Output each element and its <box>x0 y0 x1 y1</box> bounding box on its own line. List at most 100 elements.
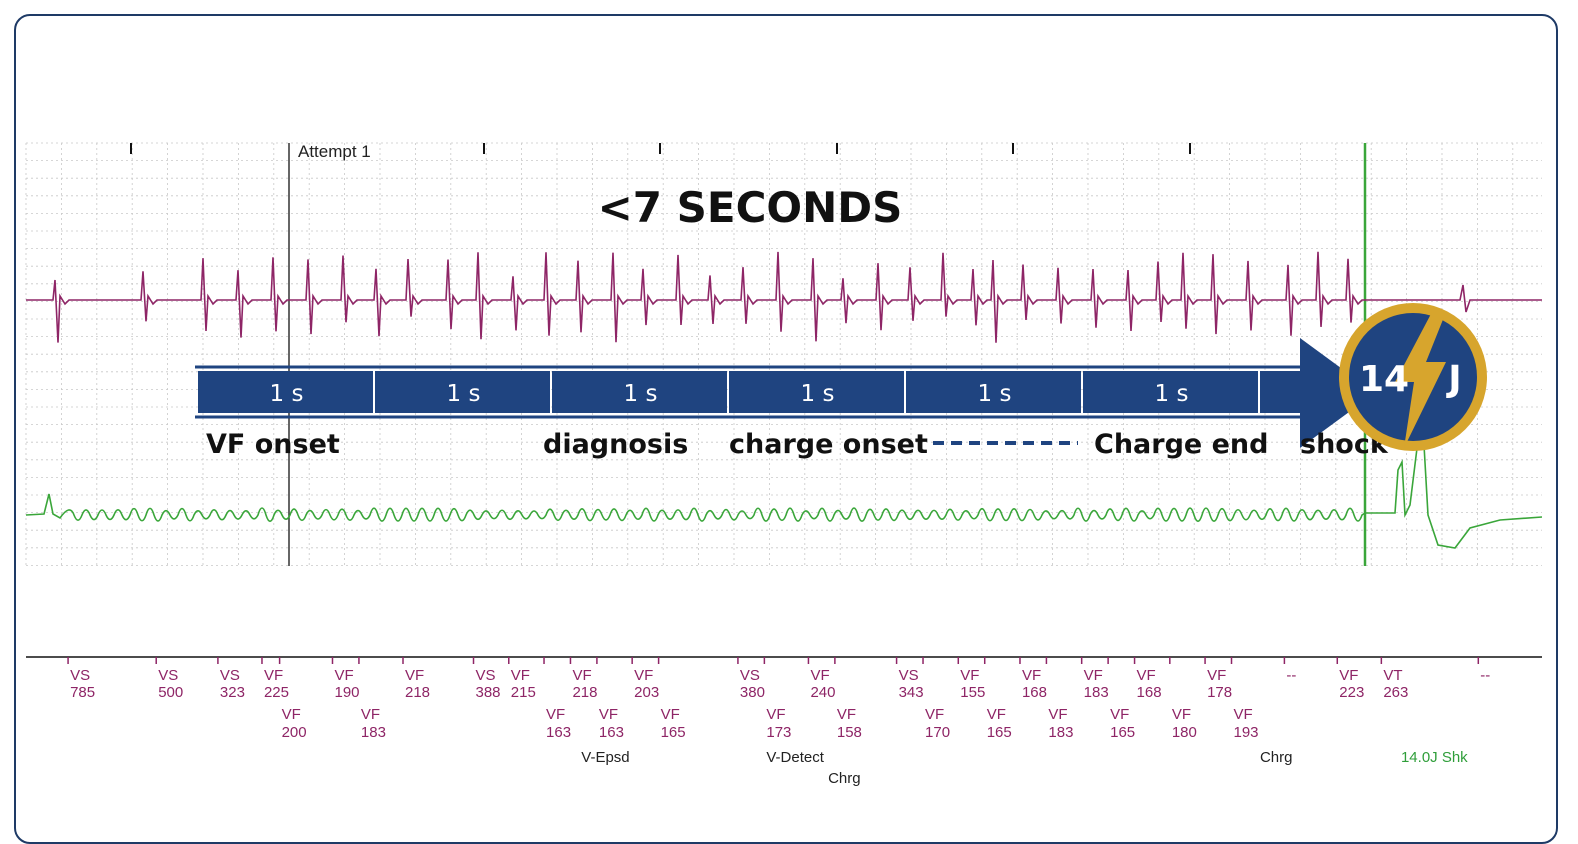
egm-chart: Attempt 1 <7 SECONDS 1 s 1 s 1 s 1 s 1 s 1 s 1… <box>25 142 1543 787</box>
marker-annotation: Chrg <box>828 770 861 787</box>
marker-value: 168 <box>1137 684 1162 701</box>
marker-value: 163 <box>599 724 624 741</box>
marker-annotation: 14.0J Shk <box>1401 749 1468 766</box>
marker-label: VF <box>511 667 530 684</box>
marker-value: 183 <box>1084 684 1109 701</box>
marker-value: 218 <box>572 684 597 701</box>
shock-badge: 14 J <box>1339 303 1487 451</box>
marker-label: VF <box>960 667 979 684</box>
marker-value: 240 <box>810 684 835 701</box>
marker-value: 785 <box>70 684 95 701</box>
marker-label: VS <box>158 667 178 684</box>
marker-label: VF <box>810 667 829 684</box>
marker-label: -- <box>1480 667 1490 684</box>
marker-value: 183 <box>361 724 386 741</box>
badge-number: 14 <box>1359 359 1409 400</box>
band-segment-label: 1 s <box>1155 381 1189 407</box>
marker-value: 178 <box>1207 684 1232 701</box>
band-segment <box>1083 371 1258 413</box>
band-segment-label: 1 s <box>801 381 835 407</box>
egm-bottom-trace <box>25 438 1543 549</box>
marker-value: 165 <box>1110 724 1135 741</box>
marker-label: VF <box>1172 706 1191 723</box>
marker-value: 165 <box>661 724 686 741</box>
marker-annotation: Chrg <box>1260 749 1293 766</box>
marker-label: VF <box>634 667 653 684</box>
band-segment-label: 1 s <box>978 381 1012 407</box>
marker-label: VF <box>1110 706 1129 723</box>
marker-label: VF <box>546 706 565 723</box>
band-segment <box>375 371 550 413</box>
marker-label: VF <box>282 706 301 723</box>
marker-label: VF <box>572 667 591 684</box>
marker-value: 180 <box>1172 724 1197 741</box>
timeline-arrow: 1 s1 s1 s1 s1 s1 s1 s <box>195 338 1375 448</box>
marker-label: VF <box>1339 667 1358 684</box>
marker-label: VF <box>987 706 1006 723</box>
marker-value: 168 <box>1022 684 1047 701</box>
phase-label: VF onset <box>206 429 340 460</box>
band-segment <box>552 371 727 413</box>
marker-label: VS <box>476 667 496 684</box>
marker-value: 165 <box>987 724 1012 741</box>
marker-value: 183 <box>1048 724 1073 741</box>
band-segment-label: 1 s <box>447 381 481 407</box>
band-segment-label: 1 s <box>270 381 304 407</box>
marker-value: 203 <box>634 684 659 701</box>
marker-value: 155 <box>960 684 985 701</box>
marker-label: VF <box>361 706 380 723</box>
marker-value: 225 <box>264 684 289 701</box>
marker-label: VF <box>334 667 353 684</box>
marker-label: VS <box>70 667 90 684</box>
marker-label: VF <box>1048 706 1067 723</box>
marker-label: VT <box>1383 667 1402 684</box>
marker-value: 323 <box>220 684 245 701</box>
phase-label: Charge end <box>1094 429 1268 460</box>
attempt-label: Attempt 1 <box>298 142 371 161</box>
marker-value: 163 <box>546 724 571 741</box>
marker-value: 173 <box>766 724 791 741</box>
band-segment <box>198 371 373 413</box>
band-segment <box>1260 371 1305 413</box>
marker-label: VS <box>899 667 919 684</box>
marker-label: VF <box>837 706 856 723</box>
marker-label: VF <box>1084 667 1103 684</box>
marker-label: VF <box>661 706 680 723</box>
marker-value: 170 <box>925 724 950 741</box>
marker-channel: VS785VS500VS323VF225VF190VF218VS388VF215… <box>26 656 1542 787</box>
band-segment <box>906 371 1081 413</box>
marker-label: VS <box>740 667 760 684</box>
marker-annotation: V-Detect <box>766 749 824 766</box>
marker-label: VS <box>220 667 240 684</box>
marker-value: 223 <box>1339 684 1364 701</box>
marker-label: VF <box>925 706 944 723</box>
marker-value: 200 <box>282 724 307 741</box>
marker-value: 215 <box>511 684 536 701</box>
marker-annotation: V-Epsd <box>581 749 629 766</box>
phase-labels: VF onset diagnosis charge onset Charge end s… <box>206 429 1389 460</box>
marker-value: 343 <box>899 684 924 701</box>
marker-value: 218 <box>405 684 430 701</box>
marker-value: 388 <box>476 684 501 701</box>
chart-title: <7 SECONDS <box>598 183 903 232</box>
lightning-bolt-icon <box>1395 312 1446 448</box>
marker-label: VF <box>766 706 785 723</box>
marker-label: VF <box>1207 667 1226 684</box>
marker-label: VF <box>1137 667 1156 684</box>
arrow-head <box>1300 338 1375 448</box>
marker-label: VF <box>264 667 283 684</box>
egm-bottom-series <box>25 438 1543 549</box>
marker-value: 263 <box>1383 684 1408 701</box>
phase-label: charge onset <box>729 429 928 460</box>
marker-label: -- <box>1286 667 1296 684</box>
top-time-ticks <box>130 143 1191 154</box>
marker-value: 193 <box>1234 724 1259 741</box>
marker-value: 190 <box>334 684 359 701</box>
marker-label: VF <box>405 667 424 684</box>
marker-value: 158 <box>837 724 862 741</box>
marker-value: 500 <box>158 684 183 701</box>
phase-label: diagnosis <box>543 429 688 460</box>
band-segment-label: 1 s <box>624 381 658 407</box>
marker-label: VF <box>599 706 618 723</box>
band-segment <box>729 371 904 413</box>
